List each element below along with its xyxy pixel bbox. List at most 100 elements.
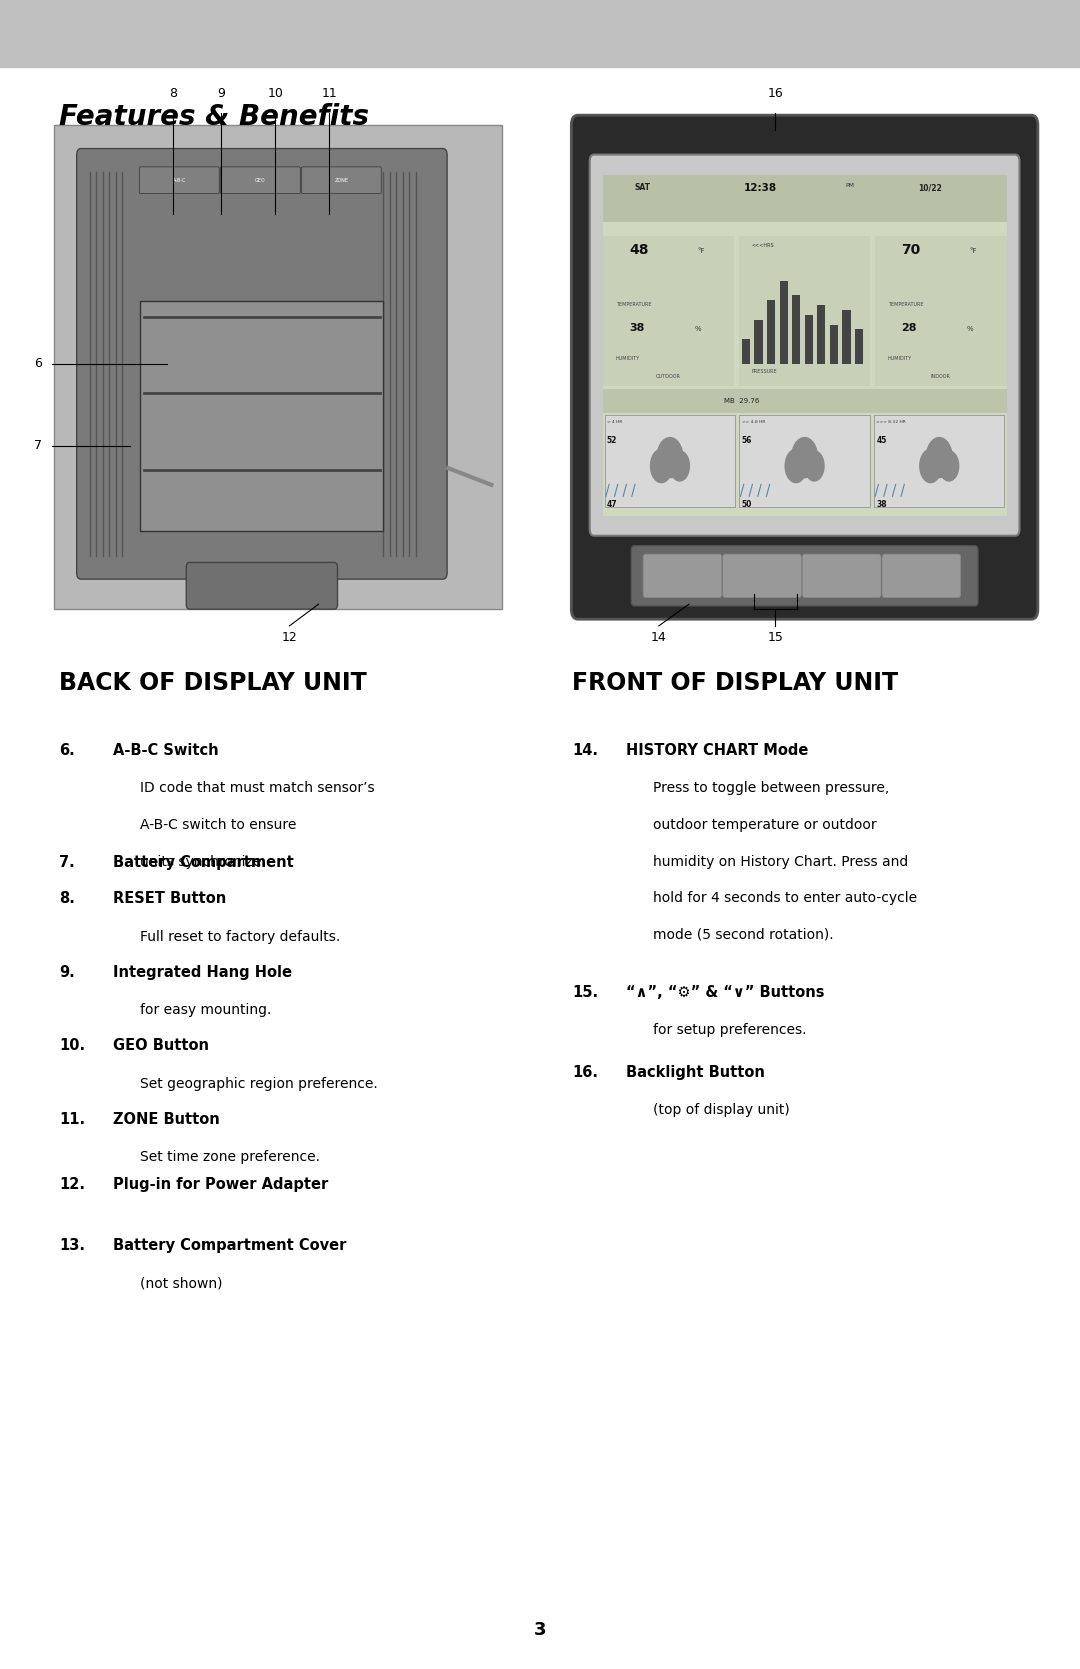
Text: Integrated Hang Hole: Integrated Hang Hole (113, 965, 293, 980)
Text: 6.: 6. (59, 743, 76, 758)
FancyBboxPatch shape (77, 149, 447, 579)
Text: RESET Button: RESET Button (113, 891, 227, 906)
Text: 16.: 16. (572, 1065, 598, 1080)
Text: units synchronize.: units synchronize. (140, 855, 266, 868)
Text: 9: 9 (217, 87, 226, 100)
Text: 52: 52 (607, 436, 618, 444)
Text: ACU RITE: ACU RITE (787, 564, 822, 572)
Text: > 4 HR: > 4 HR (607, 421, 622, 424)
Text: INDOOR: INDOOR (931, 374, 950, 379)
Circle shape (670, 451, 689, 481)
Text: A-B-C switch to ensure: A-B-C switch to ensure (140, 818, 297, 831)
Text: HUMIDITY: HUMIDITY (888, 355, 913, 361)
Text: 10/22: 10/22 (918, 184, 942, 192)
Text: 12:38: 12:38 (744, 184, 778, 194)
FancyBboxPatch shape (186, 562, 337, 609)
Bar (842, 310, 851, 364)
Text: 8.: 8. (59, 891, 76, 906)
Text: Press to toggle between pressure,: Press to toggle between pressure, (653, 781, 890, 794)
Text: 38: 38 (876, 501, 887, 509)
Text: 7: 7 (33, 439, 42, 452)
Text: Battery Compartment: Battery Compartment (113, 855, 294, 870)
FancyBboxPatch shape (139, 167, 219, 194)
FancyBboxPatch shape (631, 546, 978, 606)
Text: outdoor temperature or outdoor: outdoor temperature or outdoor (653, 818, 877, 831)
Text: 6: 6 (33, 357, 42, 371)
FancyBboxPatch shape (220, 167, 300, 194)
Bar (805, 315, 813, 364)
Text: hold for 4 seconds to enter auto-cycle: hold for 4 seconds to enter auto-cycle (653, 891, 918, 905)
Circle shape (785, 449, 807, 482)
Text: 15: 15 (768, 631, 783, 644)
Text: for setup preferences.: for setup preferences. (653, 1023, 807, 1036)
FancyBboxPatch shape (740, 416, 869, 507)
Text: <<<HRS: <<<HRS (752, 244, 774, 249)
FancyBboxPatch shape (882, 554, 961, 598)
Text: (not shown): (not shown) (140, 1277, 222, 1290)
Text: Set geographic region preference.: Set geographic region preference. (140, 1077, 378, 1090)
Text: FRONT OF DISPLAY UNIT: FRONT OF DISPLAY UNIT (572, 671, 899, 694)
Text: Set time zone preference.: Set time zone preference. (140, 1150, 321, 1163)
FancyBboxPatch shape (874, 416, 1004, 507)
Text: 11: 11 (322, 87, 337, 100)
FancyBboxPatch shape (605, 416, 735, 507)
FancyBboxPatch shape (603, 175, 1007, 516)
Text: 16: 16 (768, 87, 783, 100)
Text: 7.: 7. (59, 855, 76, 870)
FancyBboxPatch shape (54, 125, 502, 609)
Circle shape (940, 451, 959, 481)
Text: OUTDOOR: OUTDOOR (656, 374, 681, 379)
Text: 9.: 9. (59, 965, 76, 980)
Text: Plug-in for Power Adapter: Plug-in for Power Adapter (113, 1177, 328, 1192)
Bar (739, 235, 870, 386)
Text: for easy mounting.: for easy mounting. (140, 1003, 272, 1016)
Text: GEO: GEO (255, 179, 266, 182)
Bar (875, 235, 1007, 386)
Text: PRESSURE: PRESSURE (752, 369, 778, 374)
Text: ZONE Button: ZONE Button (113, 1112, 220, 1127)
FancyBboxPatch shape (301, 167, 381, 194)
FancyBboxPatch shape (590, 155, 1020, 536)
Text: 12.: 12. (59, 1177, 85, 1192)
Text: ID code that must match sensor’s: ID code that must match sensor’s (140, 781, 375, 794)
Bar (603, 389, 1007, 414)
Text: 38: 38 (629, 324, 645, 334)
Text: SAT: SAT (635, 184, 651, 192)
Text: %: % (694, 325, 702, 332)
Text: >>> 8-12 HR: >>> 8-12 HR (876, 421, 906, 424)
Text: 48: 48 (629, 244, 648, 257)
Text: “∧”, “⚙” & “∨” Buttons: “∧”, “⚙” & “∨” Buttons (626, 985, 825, 1000)
Text: 70: 70 (901, 244, 920, 257)
Circle shape (650, 449, 672, 482)
Text: 56: 56 (742, 436, 752, 444)
Text: >> 4-8 HR: >> 4-8 HR (742, 421, 765, 424)
Text: Features & Benefits: Features & Benefits (59, 103, 369, 132)
FancyBboxPatch shape (723, 554, 801, 598)
Text: 8: 8 (168, 87, 177, 100)
Text: °F: °F (698, 249, 705, 254)
Text: A-B-C Switch: A-B-C Switch (113, 743, 219, 758)
Text: 45: 45 (876, 436, 887, 444)
Text: 47: 47 (607, 501, 618, 509)
Text: BACK OF DISPLAY UNIT: BACK OF DISPLAY UNIT (59, 671, 367, 694)
Text: 10: 10 (268, 87, 283, 100)
Text: GEO Button: GEO Button (113, 1038, 210, 1053)
Text: 3: 3 (534, 1621, 546, 1639)
Text: 10.: 10. (59, 1038, 85, 1053)
Bar (792, 295, 800, 364)
FancyBboxPatch shape (644, 554, 721, 598)
Bar (603, 235, 734, 386)
Text: 14: 14 (651, 631, 666, 644)
Text: ZONE: ZONE (335, 179, 348, 182)
Bar (0, 0, 1080, 67)
Text: 15.: 15. (572, 985, 598, 1000)
Text: TEMPERATURE: TEMPERATURE (888, 302, 923, 307)
Text: HISTORY CHART Mode: HISTORY CHART Mode (626, 743, 809, 758)
Circle shape (920, 449, 942, 482)
Bar (829, 324, 838, 364)
FancyBboxPatch shape (140, 300, 383, 531)
Circle shape (927, 437, 953, 477)
Text: 28: 28 (901, 324, 917, 334)
Text: (top of display unit): (top of display unit) (653, 1103, 791, 1117)
Bar (742, 339, 751, 364)
